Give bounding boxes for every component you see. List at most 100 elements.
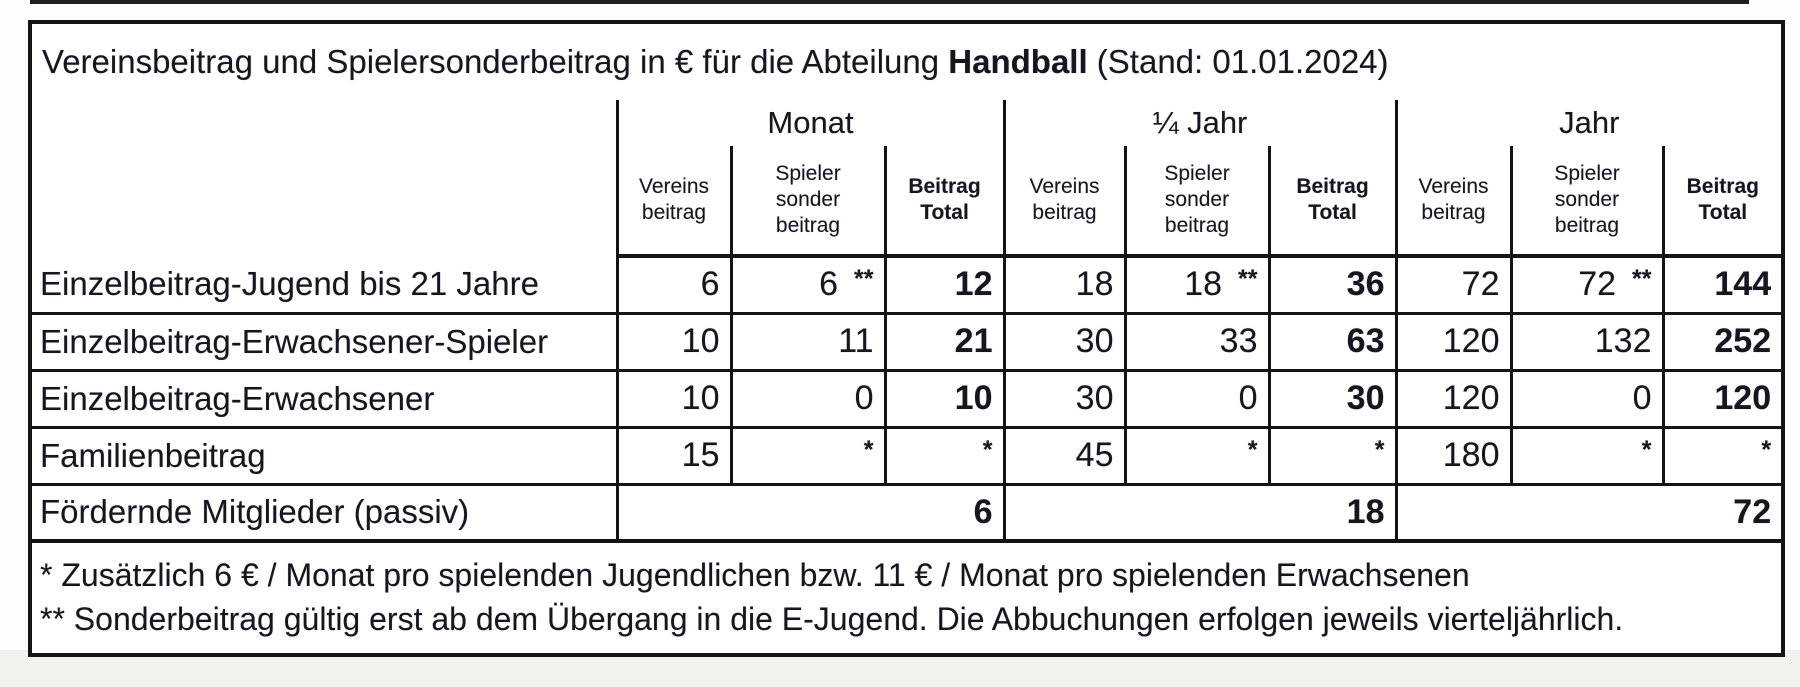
fee-value: 63 [1346, 322, 1385, 360]
fee-value-cell: 12 [883, 256, 1004, 315]
fee-value-cell: 0 [1509, 370, 1663, 429]
fee-value-cell: 18 [1002, 484, 1396, 543]
subheader-beitrag-total: Beitrag Total [1267, 146, 1396, 258]
footnote-marker: ** [1238, 265, 1258, 294]
subheader-vereinsbeitrag: Vereins beitrag [1394, 146, 1511, 258]
fee-value-cell: 11 [729, 313, 885, 372]
fee-value: 36 [1346, 265, 1385, 304]
fee-value-cell: 45 [1002, 427, 1125, 486]
fee-table: Vereinsbeitrag und Spielersonderbeitrag … [32, 24, 1782, 653]
fee-value: 30 [1346, 379, 1385, 417]
row-label: Einzelbeitrag-Erwachsener-Spieler [32, 313, 619, 372]
fee-value-cell: 72 [1394, 256, 1511, 315]
fee-value-cell: * [729, 427, 885, 486]
footnote-marker: * [1374, 436, 1385, 464]
subheader-vereinsbeitrag: Vereins beitrag [615, 146, 731, 258]
fee-value-cell: * [883, 427, 1004, 486]
fee-value-cell: 72 ** [1509, 256, 1663, 315]
fee-value-cell: 10 [615, 313, 731, 372]
fee-value: 0 [1238, 379, 1258, 417]
fee-value-cell: 15 [615, 427, 731, 486]
fee-value: 132 [1594, 322, 1652, 360]
subheader-row: Vereins beitrag Spieler sonder beitrag Bei… [32, 146, 1782, 258]
fee-value-cell: 6 [615, 484, 1004, 543]
title-department: Handball [948, 43, 1088, 80]
footnote-row: * Zusätzlich 6 € / Monat pro spielenden … [32, 541, 1781, 653]
footnote-marker: * [863, 436, 874, 464]
fee-value-cell: * [1509, 427, 1663, 486]
fee-value-cell: 252 [1661, 313, 1782, 372]
fee-value-cell: 30 [1267, 370, 1396, 429]
row-label: Einzelbeitrag-Jugend bis 21 Jahre [32, 256, 619, 315]
fee-value: 252 [1714, 322, 1772, 360]
fee-value-cell: 0 [1123, 370, 1269, 429]
table-row: Fördernde Mitglieder (passiv) 6 18 72 [32, 484, 1782, 543]
footnote-marker: * [1761, 436, 1772, 464]
table-row: Familienbeitrag 15 * * 45 * * 180 * * [32, 427, 1782, 486]
fee-value-cell: 18 ** [1123, 256, 1269, 315]
fee-value: 10 [681, 379, 720, 417]
fee-value-cell: 180 [1394, 427, 1511, 486]
group-header-viertel-jahr: ¼ Jahr [1002, 100, 1396, 146]
group-header-row: Monat ¼ Jahr Jahr [32, 100, 1782, 256]
fee-value: 72 [1578, 265, 1617, 304]
subheader-spielersonderbeitrag: Spieler sonder beitrag [1123, 146, 1269, 258]
footnote-marker: ** [1632, 265, 1652, 294]
fee-value: 72 [1733, 492, 1772, 531]
fee-value-cell: 36 [1267, 256, 1396, 315]
table-title: Vereinsbeitrag und Spielersonderbeitrag … [32, 24, 1781, 100]
footnote-2: ** Sonderbeitrag gültig erst ab dem Über… [40, 601, 1624, 637]
table-row: Einzelbeitrag-Erwachsener-Spieler 10 11 21 3… [32, 313, 1782, 372]
fee-value: 180 [1442, 436, 1500, 474]
group-header-monat: Monat [615, 100, 1004, 146]
title-row: Vereinsbeitrag und Spielersonderbeitrag … [32, 24, 1781, 100]
row-label-column-header [32, 100, 619, 256]
fee-value-cell: 21 [883, 313, 1004, 372]
subheader-vereinsbeitrag: Vereins beitrag [1002, 146, 1125, 258]
fee-value-cell: 6 [615, 256, 731, 315]
footnote-marker: ** [854, 265, 874, 294]
row-label: Einzelbeitrag-Erwachsener [32, 370, 619, 429]
fee-value: 18 [1184, 265, 1223, 304]
title-prefix: Vereinsbeitrag und Spielersonderbeitrag … [42, 43, 949, 80]
fee-value: 72 [1461, 265, 1500, 304]
fee-value-cell: 18 [1002, 256, 1125, 315]
fee-value: 6 [700, 265, 720, 304]
fee-value: 11 [838, 322, 874, 360]
fee-value: 10 [681, 322, 720, 360]
fee-value-cell: 10 [883, 370, 1004, 429]
fee-value: 10 [954, 379, 993, 417]
subheader-spielersonderbeitrag: Spieler sonder beitrag [729, 146, 885, 258]
fee-value: 21 [954, 322, 993, 360]
row-label: Fördernde Mitglieder (passiv) [32, 484, 619, 543]
group-header-jahr: Jahr [1394, 100, 1782, 146]
fee-value-cell: * [1661, 427, 1782, 486]
table-row: Einzelbeitrag-Jugend bis 21 Jahre 6 6 ** 12 1… [32, 256, 1782, 315]
subheader-beitrag-total: Beitrag Total [1661, 146, 1782, 258]
fee-value: 30 [1075, 379, 1114, 417]
footnote-marker: * [1641, 436, 1652, 464]
scan-top-edge-line [30, 0, 1749, 4]
table-row: Einzelbeitrag-Erwachsener 10 0 10 30 0 30 120 0 1… [32, 370, 1782, 429]
row-label: Familienbeitrag [32, 427, 619, 486]
fee-value: 120 [1442, 322, 1500, 360]
fee-value-cell: * [1123, 427, 1269, 486]
footnote-marker: * [982, 436, 993, 464]
fee-value: 120 [1714, 379, 1772, 417]
fee-value-cell: 30 [1002, 313, 1125, 372]
fee-value-cell: * [1267, 427, 1396, 486]
fee-value: 15 [681, 436, 720, 474]
fee-value: 18 [1346, 492, 1385, 531]
fee-value: 6 [973, 492, 993, 531]
fee-value-cell: 33 [1123, 313, 1269, 372]
fee-value-cell: 63 [1267, 313, 1396, 372]
fee-value-cell: 0 [729, 370, 885, 429]
title-suffix: (Stand: 01.01.2024) [1087, 43, 1389, 80]
fee-value: 120 [1442, 379, 1500, 417]
fee-value: 6 [819, 265, 839, 304]
fee-value-cell: 132 [1509, 313, 1663, 372]
fee-value-cell: 144 [1661, 256, 1782, 315]
fee-value-cell: 10 [615, 370, 731, 429]
subheader-spielersonderbeitrag: Spieler sonder beitrag [1509, 146, 1663, 258]
